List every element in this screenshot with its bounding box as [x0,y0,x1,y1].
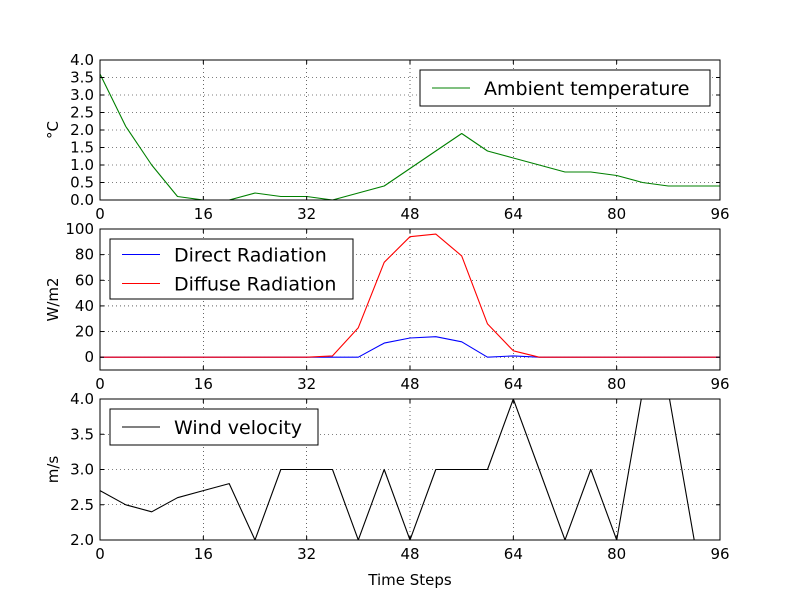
y-tick-label: 80 [75,246,94,264]
y-axis-label: W/m2 [44,277,62,321]
x-tick-label: 80 [607,375,626,393]
series-line-1 [100,336,720,358]
y-tick-label: 3.5 [70,425,94,443]
y-tick-label: 0 [84,348,94,366]
series-line-1 [100,399,720,540]
x-tick-label: 32 [297,375,316,393]
y-tick-label: 2.0 [70,531,94,549]
y-tick-label: 0.0 [70,191,94,209]
x-tick-label: 48 [400,375,419,393]
x-tick-label: 48 [400,545,419,563]
series-line-1 [100,73,720,200]
legend-box [109,238,354,300]
x-tick-label: 16 [194,545,213,563]
legend-label: Diffuse Radiation [174,274,336,296]
x-tick-label: 32 [297,205,316,223]
legend: Ambient temperature [419,69,711,107]
y-tick-label: 2.5 [70,104,94,122]
y-tick-label: 4.0 [70,51,94,69]
y-tick-label: 40 [75,297,94,315]
x-tick-label: 16 [194,205,213,223]
grid [100,399,720,540]
x-tick-label: 96 [710,205,729,223]
legend-label: Ambient temperature [484,78,690,100]
legend-label: Wind velocity [174,417,302,439]
y-tick-label: 4.0 [70,390,94,408]
y-tick-label: 20 [75,323,94,341]
x-tick-label: 64 [504,205,523,223]
legend-label: Direct Radiation [174,245,327,267]
legend: Direct Radiation Diffuse Radiation [109,238,354,300]
x-tick-label: 0 [95,205,105,223]
chart-panel-2: 0 16 32 48 64 80 96 0 20 40 60 80 100 W/m2 Direct Radi… [44,220,730,393]
y-tick-label: 60 [75,271,94,289]
chart-panel-3: 0 16 32 48 64 80 96 2.0 2.5 3.0 3.5 4.0 m/s Time Step… [44,390,730,589]
y-axis-label: m/s [44,456,62,484]
y-tick-label: 3.0 [70,86,94,104]
y-tick-label: 2.5 [70,496,94,514]
x-tick-label: 80 [607,545,626,563]
x-tick-label: 96 [710,375,729,393]
y-tick-label: 3.0 [70,461,94,479]
y-tick-label: 100 [65,220,94,238]
x-tick-label: 48 [400,205,419,223]
y-tick-label: 2.0 [70,121,94,139]
y-tick-label: 0.5 [70,174,94,192]
x-tick-label: 32 [297,545,316,563]
y-tick-label: 1.5 [70,139,94,157]
x-tick-label: 0 [95,545,105,563]
x-tick-label: 80 [607,205,626,223]
series-line-2 [100,233,720,358]
x-tick-label: 64 [504,375,523,393]
legend: Wind velocity [109,408,319,446]
x-tick-label: 64 [504,545,523,563]
x-tick-label: 96 [710,545,729,563]
y-tick-label: 1.0 [70,156,94,174]
x-axis-label: Time Steps [367,571,452,589]
x-tick-label: 0 [95,375,105,393]
chart-panel-1: 0 16 32 48 64 80 96 0.00.51.01.52.02.53.03.54.0… [44,51,730,223]
y-tick-label: 3.5 [70,69,94,87]
x-tick-label: 16 [194,375,213,393]
y-axis-label: °C [44,121,62,139]
